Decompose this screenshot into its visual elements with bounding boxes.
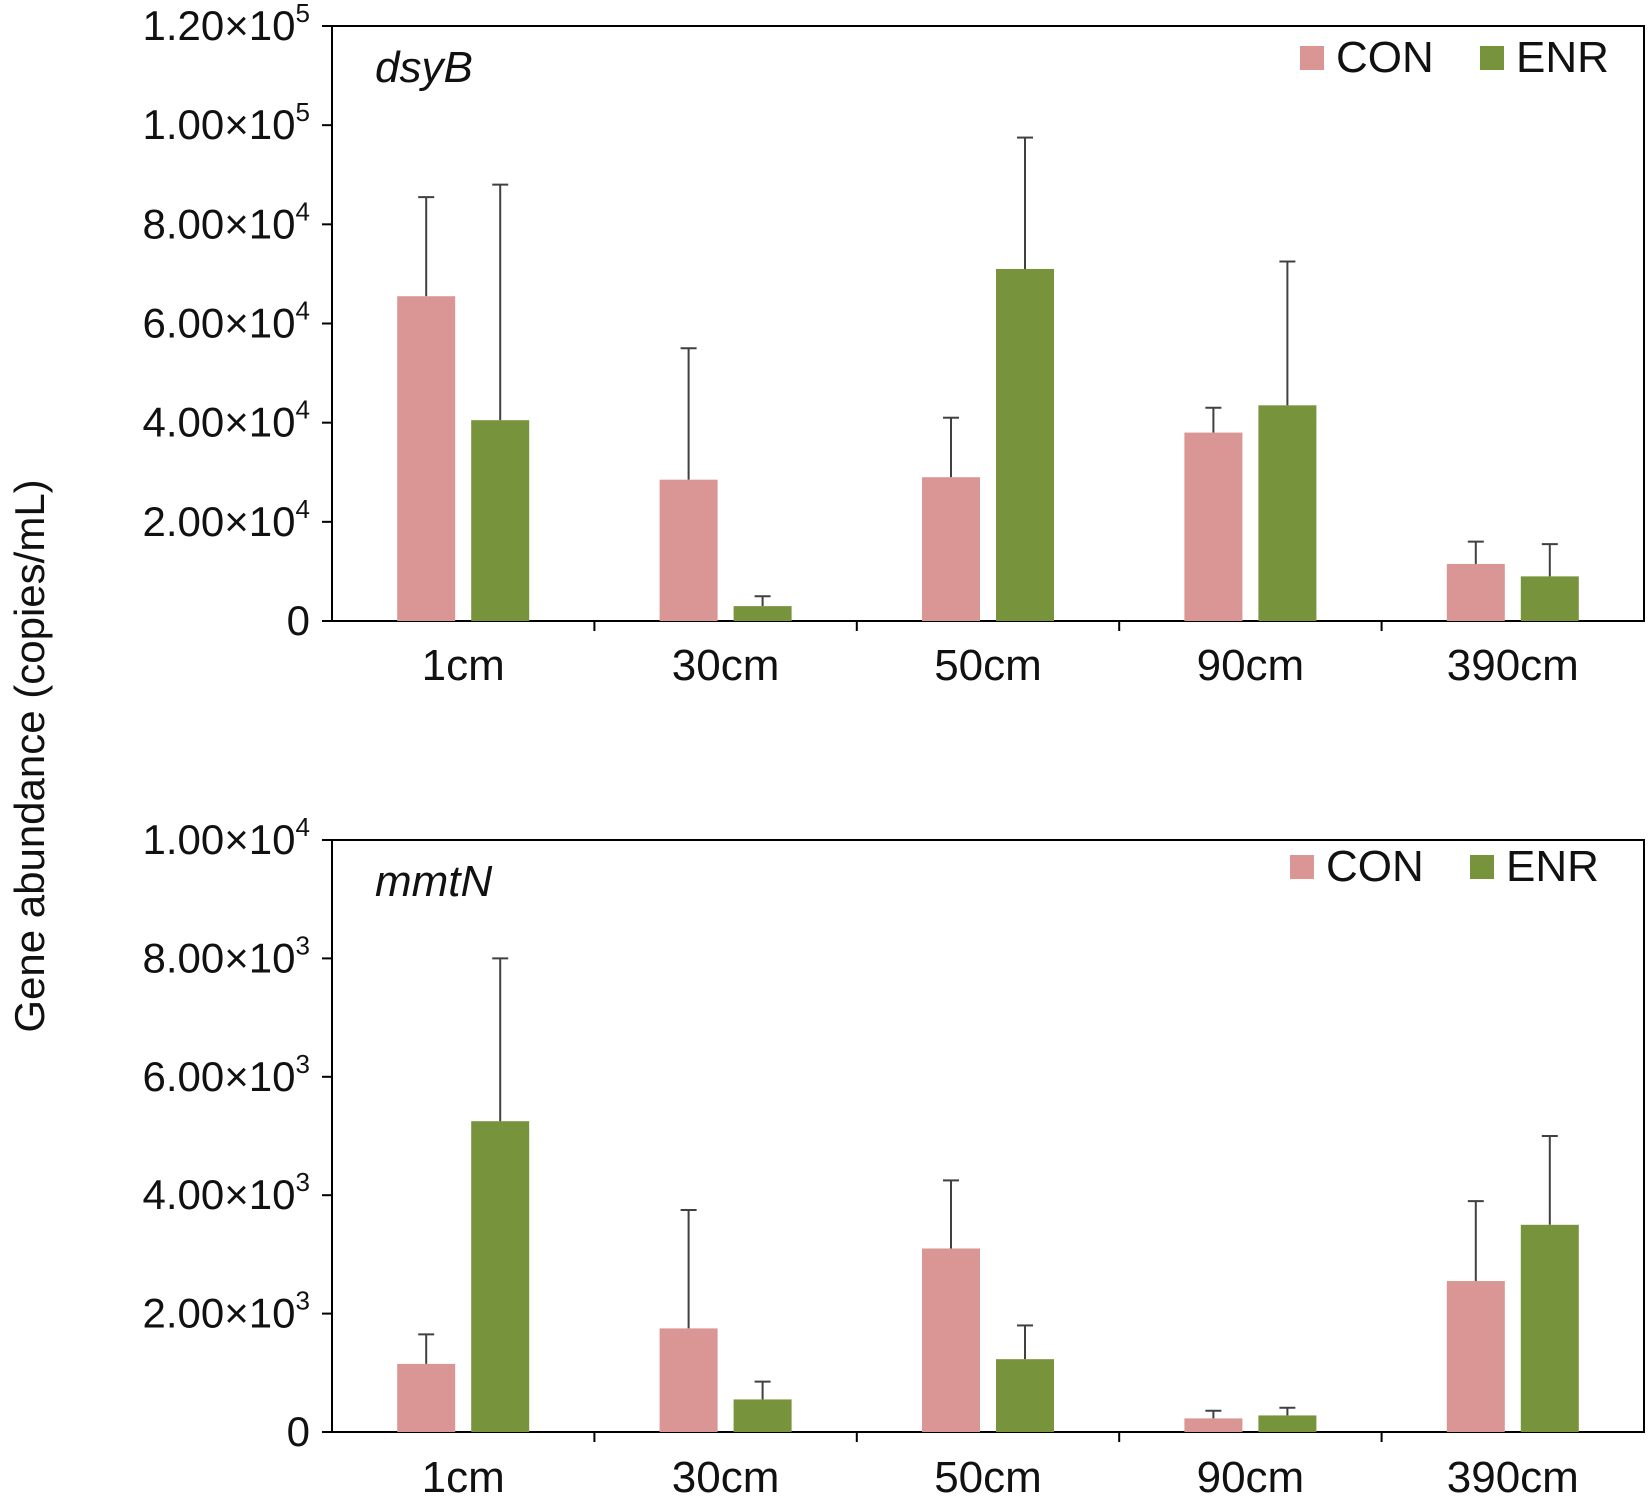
x-tick-label: 90cm — [1197, 641, 1305, 690]
y-tick-label: 4.00×103 — [143, 1167, 310, 1218]
bar-ENR-50cm — [996, 268, 1054, 621]
x-tick-label: 50cm — [934, 641, 1042, 690]
x-tick-label: 1cm — [422, 641, 505, 690]
chart-title: dsyB — [375, 43, 473, 92]
y-tick-label: 8.00×104 — [143, 196, 310, 247]
x-tick-label: 390cm — [1447, 641, 1579, 690]
bar-ENR-30cm — [733, 606, 792, 621]
legend: CON ENR — [1300, 33, 1609, 82]
plot-frame — [331, 839, 1645, 1433]
bar-CON-90cm — [1184, 432, 1243, 621]
chart-panel-mmtN: 0 2.00×103 4.00×103 6.00×103 8.00×103 1.00×10… — [143, 812, 1645, 1502]
bar-ENR-390cm — [1520, 1224, 1579, 1432]
x-tick-label: 1cm — [422, 1453, 505, 1502]
legend: CON ENR — [1290, 842, 1599, 891]
chart-title: mmtN — [375, 857, 493, 906]
bar-CON-30cm — [659, 1328, 718, 1432]
bar-CON-390cm — [1446, 1281, 1505, 1432]
y-tick-label: 0 — [287, 1408, 310, 1455]
y-tick-label: 0 — [287, 597, 310, 644]
bar-ENR-30cm — [733, 1399, 792, 1432]
legend-swatch-ENR — [1480, 46, 1504, 70]
legend-label-CON: CON — [1336, 33, 1434, 82]
x-tick-label: 30cm — [672, 1453, 780, 1502]
y-tick-label: 1.00×105 — [143, 97, 310, 148]
bar-CON-1cm — [397, 296, 456, 621]
y-tick-label: 2.00×104 — [143, 494, 310, 545]
bar-CON-390cm — [1446, 563, 1505, 621]
legend-swatch-CON — [1290, 855, 1314, 879]
y-tick-label: 4.00×104 — [143, 395, 310, 446]
bar-CON-30cm — [659, 479, 718, 621]
bar-ENR-390cm — [1520, 576, 1579, 621]
x-tick-label: 30cm — [672, 641, 780, 690]
bar-CON-1cm — [397, 1363, 456, 1432]
bar-CON-50cm — [922, 477, 980, 621]
bar-ENR-90cm — [1258, 1415, 1317, 1432]
bar-ENR-1cm — [471, 420, 530, 621]
chart-panel-dsyB: 0 2.00×104 4.00×104 6.00×104 8.00×104 1.00×10… — [143, 0, 1645, 690]
y-tick-label: 8.00×103 — [143, 930, 310, 981]
legend-label-ENR: ENR — [1506, 842, 1599, 891]
y-tick-label: 6.00×104 — [143, 296, 310, 347]
y-tick-label: 2.00×103 — [143, 1286, 310, 1337]
legend-label-CON: CON — [1326, 842, 1424, 891]
bar-CON-50cm — [922, 1248, 980, 1432]
y-tick-label: 1.20×105 — [143, 0, 310, 49]
legend-swatch-CON — [1300, 46, 1324, 70]
x-tick-label: 390cm — [1447, 1453, 1579, 1502]
y-tick-label: 6.00×103 — [143, 1049, 310, 1100]
legend-swatch-ENR — [1470, 855, 1494, 879]
x-tick-label: 90cm — [1197, 1453, 1305, 1502]
bar-ENR-90cm — [1258, 405, 1317, 621]
legend-label-ENR: ENR — [1516, 33, 1609, 82]
y-tick-label: 1.00×104 — [143, 812, 310, 863]
bar-CON-90cm — [1184, 1418, 1243, 1432]
bar-ENR-1cm — [471, 1121, 530, 1432]
x-tick-label: 50cm — [934, 1453, 1042, 1502]
bar-ENR-50cm — [996, 1359, 1054, 1432]
